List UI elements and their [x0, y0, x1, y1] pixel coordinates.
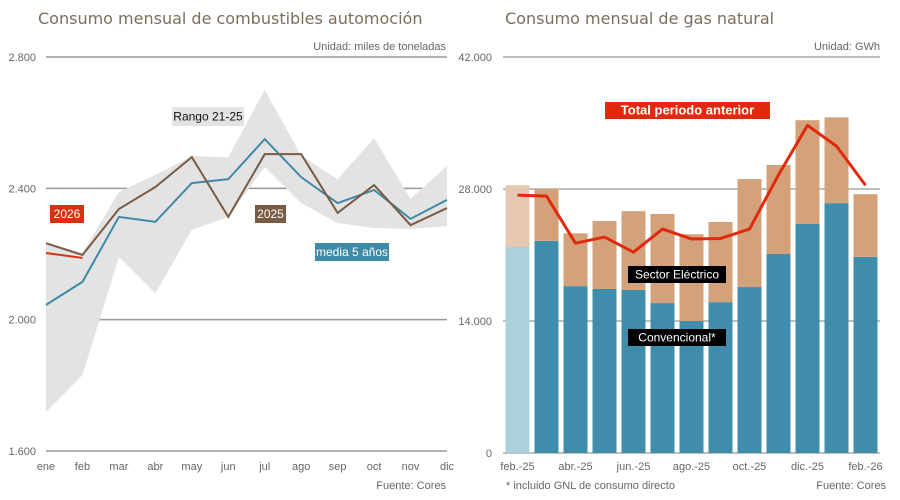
- line-total-periodo-anterior: [517, 123, 867, 254]
- right-source: Fuente: Cores: [816, 480, 886, 492]
- bar-convencional-mar.-25: [534, 240, 559, 453]
- right-xtick-label: feb.-26: [848, 461, 882, 473]
- range-band: [46, 89, 447, 412]
- right-xtick-label: oct.-25: [733, 461, 767, 473]
- left-xtick-label: jun: [220, 461, 236, 473]
- label-sector-electrico: Sector Eléctrico: [635, 268, 719, 282]
- range-label-bg: [172, 107, 244, 126]
- left-xtick-label: ene: [37, 461, 55, 473]
- bar-convencional-jun.-25: [621, 289, 646, 453]
- bar-sector-electrico-may.-25: [592, 221, 617, 289]
- left-xtick-label: ago: [292, 461, 310, 473]
- right-xtick-label: feb.-25: [500, 461, 534, 473]
- label-2026: 2026: [54, 207, 81, 221]
- bar-convencional-dic.-25: [795, 223, 820, 453]
- left-xtick-label: abr: [147, 461, 163, 473]
- bar-convencional-nov.-25: [766, 254, 791, 453]
- bar-sector-electrico-ene.-26: [824, 117, 849, 204]
- left-xtick-label: nov: [402, 461, 420, 473]
- label-2025-bg: [255, 205, 286, 223]
- left-xtick-label: jul: [258, 461, 270, 473]
- right-xtick-label: jun.-25: [616, 461, 651, 473]
- line-series-2025: [45, 153, 448, 257]
- right-xtick-label: dic.-25: [791, 461, 824, 473]
- label-2025: 2025: [257, 207, 284, 221]
- left-xtick-label: may: [181, 461, 202, 473]
- label-convencional-bg: [628, 329, 726, 346]
- left-xtick-label: oct: [367, 461, 382, 473]
- left-ytick-label: 2.000: [8, 315, 36, 327]
- label-total-periodo-anterior-bg: [605, 102, 770, 119]
- bar-convencional-ene.-26: [824, 203, 849, 453]
- right-ytick-label: 0: [486, 448, 492, 460]
- line-series-media-5-años: [45, 137, 448, 306]
- left-ytick-label: 2.400: [8, 183, 36, 195]
- label-media-bg: [315, 243, 389, 261]
- right-xtick-label: ago.-25: [673, 461, 710, 473]
- right-xtick-label: abr.-25: [558, 461, 592, 473]
- bar-sector-electrico-jul.-25: [650, 213, 675, 304]
- right-ytick-label: 28.000: [458, 184, 492, 196]
- label-convencional: Convencional*: [638, 331, 716, 345]
- left-ytick-label: 1.600: [8, 446, 36, 458]
- bar-convencional-sep.-25: [708, 302, 733, 453]
- bar-sector-electrico-nov.-25: [766, 164, 791, 255]
- line-series-2026: [45, 252, 83, 259]
- footnote: * incluido GNL de consumo directo: [506, 480, 675, 492]
- right-ytick-label: 14.000: [458, 316, 492, 328]
- left-source: Fuente: Cores: [376, 480, 446, 492]
- left-xtick-label: mar: [109, 461, 128, 473]
- left-xtick-label: feb: [75, 461, 90, 473]
- left-xtick-label: sep: [329, 461, 347, 473]
- left-ytick-label: 2.800: [8, 52, 36, 64]
- bar-convencional-jul.-25: [650, 303, 675, 453]
- label-total-periodo-anterior: Total periodo anterior: [621, 103, 754, 118]
- left-unit-label: Unidad: miles de toneladas: [313, 41, 446, 53]
- right-ytick-label: 42.000: [458, 52, 492, 64]
- bar-convencional-oct.-25: [737, 287, 762, 453]
- bar-sector-electrico-dic.-25: [795, 120, 820, 224]
- range-label: Rango 21-25: [173, 110, 243, 124]
- left-chart-title: Consumo mensual de combustibles automoci…: [38, 9, 422, 28]
- bar-convencional-abr.-25: [563, 286, 588, 453]
- bar-convencional-feb.-25: [505, 246, 530, 453]
- label-sector-electrico-bg: [628, 266, 726, 283]
- bar-sector-electrico-feb.-26: [853, 194, 878, 257]
- bar-convencional-may.-25: [592, 288, 617, 453]
- bar-convencional-feb.-26: [853, 256, 878, 453]
- right-chart-title: Consumo mensual de gas natural: [505, 9, 774, 28]
- left-xtick-label: dic: [440, 461, 455, 473]
- bar-sector-electrico-sep.-25: [708, 222, 733, 303]
- right-unit-label: Unidad: GWh: [814, 41, 880, 53]
- label-2026-bg: [50, 205, 84, 223]
- label-media: media 5 años: [316, 245, 388, 259]
